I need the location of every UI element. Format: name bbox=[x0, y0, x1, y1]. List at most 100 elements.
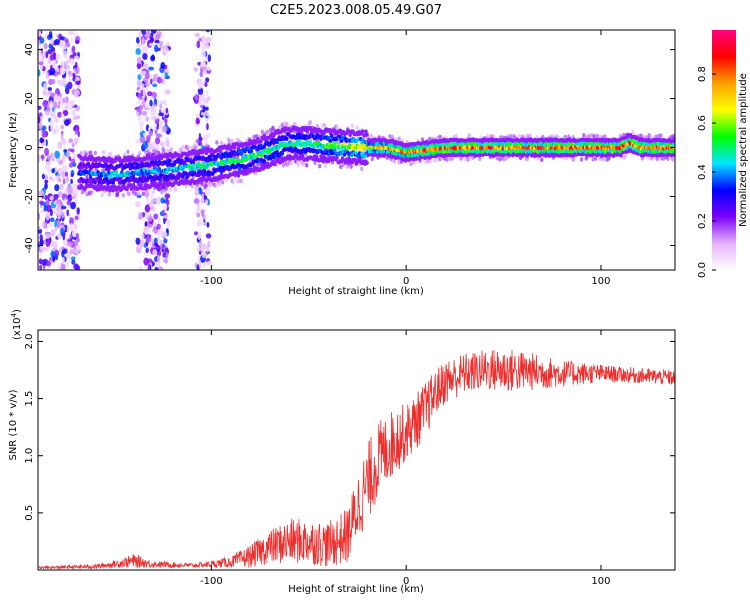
spectrogram-noise-cell bbox=[143, 133, 146, 137]
spectrogram-ridge-cell bbox=[227, 143, 230, 147]
spectrogram-ridge-cell bbox=[151, 153, 154, 157]
spectrogram-noise-cell bbox=[197, 219, 202, 226]
spectrogram-noise-cell bbox=[73, 73, 76, 79]
spectrogram-noise-cell bbox=[52, 107, 55, 112]
spectrogram-noise-cell bbox=[61, 171, 65, 178]
spectrogram-noise-cell bbox=[40, 37, 45, 44]
spectrogram-noise-cell bbox=[143, 141, 148, 149]
spectrogram-marks bbox=[36, 27, 677, 273]
spectrogram-noise-cell bbox=[155, 267, 158, 272]
spectrogram-halo-cell bbox=[152, 189, 155, 193]
spectrogram-noise-cell bbox=[138, 212, 143, 219]
spectrogram-noise-cell bbox=[66, 105, 68, 109]
spectrogram-ridge-cell bbox=[209, 158, 212, 162]
spectrogram-halo-cell bbox=[101, 193, 104, 197]
spectrogram-noise-cell bbox=[136, 48, 141, 55]
spectrogram-noise-cell bbox=[62, 79, 67, 87]
spectrogram-noise-cell bbox=[156, 261, 161, 267]
spectrogram-noise-cell bbox=[163, 205, 167, 209]
spectrogram-noise-cell bbox=[48, 87, 52, 91]
spectrogram-noise-cell bbox=[75, 216, 79, 221]
spectrogram-halo-cell bbox=[205, 183, 208, 187]
spectrogram-noise-cell bbox=[70, 249, 75, 255]
spectrogram-noise-cell bbox=[143, 258, 148, 266]
spectrogram-noise-cell bbox=[73, 116, 78, 120]
spectrogram-noise-cell bbox=[72, 46, 75, 54]
spectrogram-noise-cell bbox=[202, 194, 204, 202]
spectrogram-noise-cell bbox=[74, 184, 77, 188]
spectrogram-noise-cell bbox=[78, 131, 80, 138]
spectrogram-halo-cell bbox=[351, 124, 354, 128]
spectrogram-noise-cell bbox=[142, 46, 148, 54]
spectrogram-noise-cell bbox=[163, 46, 168, 53]
spectrogram-noise-cell bbox=[152, 241, 155, 249]
spectrogram-halo-cell bbox=[309, 122, 312, 126]
spectrogram-noise-cell bbox=[202, 250, 207, 258]
spectrogram-noise-cell bbox=[157, 77, 162, 83]
spectrogram-halo-cell bbox=[185, 184, 188, 188]
spectrogram-noise-cell bbox=[199, 240, 202, 247]
spectrogram-noise-cell bbox=[145, 82, 151, 86]
spectrogram-noise-cell bbox=[203, 262, 206, 268]
spectrogram-noise-cell bbox=[70, 179, 73, 184]
spectrogram-ridge-cell bbox=[335, 156, 338, 160]
spectrogram-halo-cell bbox=[285, 122, 288, 126]
spectrogram-noise-cell bbox=[62, 265, 65, 273]
spectrogram-noise-cell bbox=[49, 31, 53, 38]
spectrogram-noise-cell bbox=[145, 115, 149, 122]
spectrogram-noise-cell bbox=[70, 223, 73, 230]
spectrogram-noise-cell bbox=[67, 225, 70, 232]
spectrogram-ridge-cell bbox=[298, 139, 301, 143]
spectrogram-noise-cell bbox=[74, 89, 80, 96]
spectrogram-noise-cell bbox=[151, 47, 153, 51]
spectrogram-halo-cell bbox=[163, 149, 166, 153]
spectrogram-noise-cell bbox=[73, 188, 75, 196]
spectrogram-noise-cell bbox=[54, 184, 59, 191]
spectrogram-noise-cell bbox=[50, 209, 53, 217]
spectrogram-noise-cell bbox=[137, 44, 142, 48]
spectrogram-noise-cell bbox=[45, 174, 48, 180]
spectrogram-ridge-cell bbox=[220, 156, 223, 160]
spectrogram-noise-cell bbox=[150, 37, 154, 42]
spectrogram-noise-cell bbox=[69, 138, 73, 142]
spectrogram-halo-cell bbox=[142, 192, 145, 196]
spectrogram-noise-cell bbox=[70, 58, 74, 64]
spectrogram-noise-cell bbox=[138, 98, 141, 105]
spectrogram-noise-cell bbox=[42, 174, 45, 180]
spectrogram-noise-cell bbox=[56, 67, 59, 72]
spectrogram-noise-cell bbox=[152, 228, 157, 232]
spectrogram-halo-cell bbox=[195, 144, 198, 148]
spectrogram-noise-cell bbox=[40, 138, 44, 142]
spectrogram-noise-cell bbox=[50, 65, 53, 72]
spectrogram-noise-cell bbox=[166, 139, 169, 147]
spectrogram-halo-cell bbox=[602, 157, 605, 161]
spectrogram-halo-cell bbox=[205, 142, 208, 146]
spectrogram-noise-cell bbox=[77, 207, 80, 214]
spectrogram-noise-cell bbox=[71, 256, 76, 260]
spectrogram-halo-cell bbox=[154, 149, 157, 153]
spectrogram-noise-cell bbox=[69, 157, 72, 161]
spectrogram-ridge-cell bbox=[365, 161, 368, 165]
spectrogram-noise-cell bbox=[70, 202, 76, 210]
spectrogram-halo-cell bbox=[94, 151, 97, 155]
spectrogram-noise-cell bbox=[206, 222, 209, 228]
spectrogram-noise-cell bbox=[162, 210, 165, 214]
spectrogram-noise-cell bbox=[68, 71, 71, 75]
spectrogram-halo-cell bbox=[371, 157, 374, 161]
spectrogram-noise-cell bbox=[165, 89, 171, 94]
spectrogram-noise-cell bbox=[42, 130, 47, 138]
spectrogram-noise-cell bbox=[157, 217, 161, 224]
spectrogram-noise-cell bbox=[71, 111, 76, 116]
spectrogram-noise-cell bbox=[62, 193, 65, 200]
spectrogram-ridge-cell bbox=[361, 129, 364, 133]
spectrogram-noise-cell bbox=[60, 228, 64, 236]
spectrogram-noise-cell bbox=[50, 218, 54, 223]
spectrogram-noise-cell bbox=[61, 206, 66, 210]
spectrogram-noise-cell bbox=[156, 133, 162, 137]
spectrogram-halo-cell bbox=[138, 151, 141, 155]
spectrogram-noise-cell bbox=[165, 258, 168, 263]
spectrogram-noise-cell bbox=[76, 56, 79, 60]
spectrogram-noise-cell bbox=[165, 72, 168, 77]
